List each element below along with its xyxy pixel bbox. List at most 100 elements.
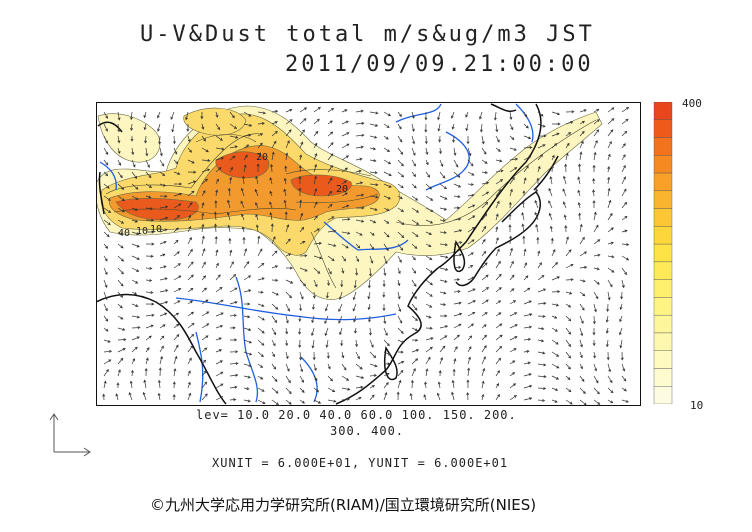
wind-arrow [536,177,540,185]
wind-arrow [313,363,317,372]
wind-arrow [229,249,233,257]
wind-arrow [145,195,152,199]
wind-arrow [607,129,614,137]
wind-arrow [563,214,567,221]
wind-arrow [509,111,513,120]
wind-arrow [131,346,138,353]
wind-arrow [537,288,547,293]
wind-arrow [143,111,147,119]
wind-arrow [467,300,476,305]
wind-arrow [313,215,318,221]
wind-arrow [534,200,539,209]
wind-arrow [131,336,140,341]
wind-arrow [229,155,236,161]
wind-arrow [158,367,162,377]
wind-arrow [201,159,211,163]
wind-arrow [117,357,124,365]
wind-arrow [270,223,274,233]
wind-arrow [326,279,330,287]
wind-arrow [536,236,540,245]
wind-arrow [467,265,474,269]
wind-arrow [509,395,517,401]
wind-arrow [495,179,504,185]
wind-arrow [103,231,110,238]
wind-arrow [143,379,147,389]
wind-arrow [551,276,561,281]
wind-arrow [299,279,306,287]
wind-arrow [397,123,402,130]
wind-arrow [411,171,417,178]
wind-arrow [142,391,147,401]
wind-arrow [285,327,289,335]
wind-arrow [551,339,559,345]
wind-arrow [103,380,107,389]
wind-arrow [243,399,251,403]
river [175,297,397,321]
wind-arrow [185,111,189,121]
wind-arrow [229,135,239,139]
wind-arrow [383,111,391,117]
wind-arrow [117,338,127,342]
wind-arrow [341,217,351,221]
dust-max-center [215,151,270,179]
contour-line [105,133,262,195]
wind-arrow [411,219,420,225]
wind-arrow [607,399,614,404]
wind-arrow [439,183,448,190]
wind-arrow [257,235,261,245]
wind-arrow [257,121,265,125]
wind-arrow [369,231,375,236]
wind-arrow [551,303,560,307]
wind-arrow [508,224,512,233]
wind-arrow [397,360,405,365]
wind-arrow [481,367,486,377]
wind-arrow [201,190,206,197]
wind-arrow [313,279,318,288]
contour-levels: lev= 10.0 20.0 40.0 60.0 100. 150. 200. [196,408,517,422]
wind-arrow [131,358,136,365]
wind-arrow [453,301,462,305]
wind-arrow [146,230,155,234]
wind-arrow [159,147,163,157]
wind-arrow [439,267,449,271]
wind-arrow [215,167,222,173]
wind-arrow [285,253,292,257]
wind-arrow [620,291,624,300]
contour-label: 20 [336,184,348,195]
wind-arrow [593,211,597,221]
wind-arrow [495,287,502,293]
wind-arrow [201,381,208,389]
wind-arrow [439,279,448,283]
wind-arrow [523,155,532,161]
wind-arrow [313,106,321,113]
wind-arrow [215,396,224,401]
wind-arrow [255,224,259,233]
wind-arrow [450,111,455,119]
wind-arrow [243,144,250,149]
wind-arrow [116,382,120,389]
wind-arrow [621,375,627,382]
wind-arrow [411,267,417,274]
wind-arrow [397,219,405,225]
wind-arrow [131,231,140,236]
wind-arrow [453,346,458,353]
wind-arrow [423,394,427,401]
wind-arrow [257,399,266,404]
wind-arrow [355,375,365,379]
wind-arrow [285,375,291,384]
wind-arrow [131,291,138,295]
wind-arrow [257,375,264,380]
wind-arrow [369,385,375,389]
wind-arrow [159,277,168,281]
wind-arrow [607,176,611,185]
wind-arrow [521,223,525,233]
river [425,131,470,191]
wind-arrow [439,231,447,235]
contour-line [285,169,372,177]
wind-arrow [481,380,485,389]
wind-arrow [215,274,221,281]
wind-arrow [145,347,150,353]
wind-arrow [327,131,334,137]
wind-arrow [173,182,183,186]
wind-arrow [299,363,304,373]
